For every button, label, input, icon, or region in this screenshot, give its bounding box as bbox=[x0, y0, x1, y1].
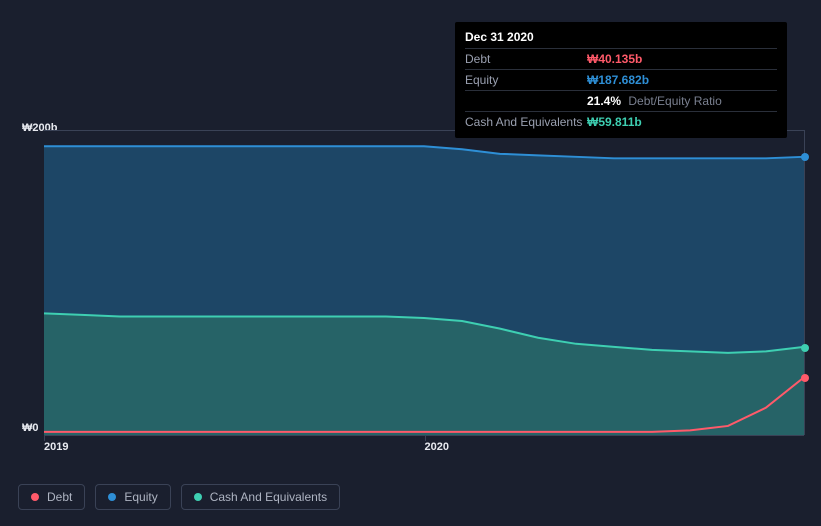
tooltip-row-label bbox=[465, 94, 587, 108]
tooltip-row: Equity₩187.682b bbox=[465, 69, 777, 90]
tooltip-row: 21.4% Debt/Equity Ratio bbox=[465, 90, 777, 111]
end-marker-debt bbox=[801, 374, 809, 382]
tooltip-date: Dec 31 2020 bbox=[465, 30, 777, 48]
tooltip-row-value: ₩187.682b bbox=[587, 73, 649, 87]
tooltip-row-label: Debt bbox=[465, 52, 587, 66]
tooltip-row-value: ₩59.811b bbox=[587, 115, 642, 129]
legend-item-cash[interactable]: Cash And Equivalents bbox=[181, 484, 340, 510]
legend-swatch bbox=[31, 493, 39, 501]
financials-area-chart: ₩200b ₩0 20192020 Dec 31 2020 Debt₩40.13… bbox=[16, 0, 805, 460]
x-tick-label: 2020 bbox=[425, 441, 449, 453]
chart-svg bbox=[44, 131, 804, 435]
tooltip-row: Cash And Equivalents₩59.811b bbox=[465, 111, 777, 132]
end-marker-cash bbox=[801, 344, 809, 352]
legend-label: Cash And Equivalents bbox=[210, 490, 327, 504]
chart-legend: Debt Equity Cash And Equivalents bbox=[18, 484, 340, 510]
tooltip-row-value: ₩40.135b bbox=[587, 52, 642, 66]
x-tick-label: 2019 bbox=[44, 441, 68, 453]
chart-tooltip: Dec 31 2020 Debt₩40.135bEquity₩187.682b2… bbox=[455, 22, 787, 138]
legend-label: Debt bbox=[47, 490, 72, 504]
tooltip-row: Debt₩40.135b bbox=[465, 48, 777, 69]
legend-label: Equity bbox=[124, 490, 157, 504]
plot-area[interactable]: 20192020 bbox=[44, 130, 805, 435]
legend-swatch bbox=[194, 493, 202, 501]
legend-item-debt[interactable]: Debt bbox=[18, 484, 85, 510]
tooltip-row-label: Cash And Equivalents bbox=[465, 115, 587, 129]
y-tick-label: ₩0 bbox=[22, 422, 39, 434]
tooltip-row-value: 21.4% Debt/Equity Ratio bbox=[587, 94, 722, 108]
tooltip-row-suffix: Debt/Equity Ratio bbox=[625, 94, 722, 108]
legend-item-equity[interactable]: Equity bbox=[95, 484, 170, 510]
end-marker-equity bbox=[801, 153, 809, 161]
legend-swatch bbox=[108, 493, 116, 501]
tooltip-row-label: Equity bbox=[465, 73, 587, 87]
